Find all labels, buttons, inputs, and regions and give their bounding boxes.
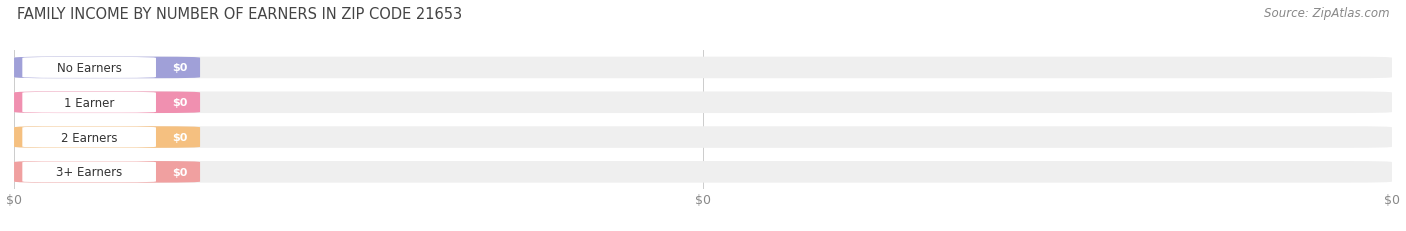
Text: 1 Earner: 1 Earner xyxy=(63,96,114,109)
FancyBboxPatch shape xyxy=(22,58,156,79)
FancyBboxPatch shape xyxy=(14,92,200,113)
Text: $0: $0 xyxy=(172,98,187,108)
FancyBboxPatch shape xyxy=(22,162,156,182)
FancyBboxPatch shape xyxy=(14,161,200,183)
FancyBboxPatch shape xyxy=(14,127,200,148)
FancyBboxPatch shape xyxy=(22,92,156,113)
Text: $0: $0 xyxy=(172,63,187,73)
FancyBboxPatch shape xyxy=(14,92,1392,113)
FancyBboxPatch shape xyxy=(22,127,156,148)
Text: FAMILY INCOME BY NUMBER OF EARNERS IN ZIP CODE 21653: FAMILY INCOME BY NUMBER OF EARNERS IN ZI… xyxy=(17,7,463,22)
Text: $0: $0 xyxy=(172,167,187,177)
FancyBboxPatch shape xyxy=(14,58,200,79)
FancyBboxPatch shape xyxy=(14,161,1392,183)
Text: $0: $0 xyxy=(172,132,187,143)
Text: 3+ Earners: 3+ Earners xyxy=(56,166,122,179)
FancyBboxPatch shape xyxy=(14,127,1392,148)
Text: No Earners: No Earners xyxy=(56,62,121,75)
FancyBboxPatch shape xyxy=(14,58,1392,79)
Text: 2 Earners: 2 Earners xyxy=(60,131,118,144)
Text: Source: ZipAtlas.com: Source: ZipAtlas.com xyxy=(1264,7,1389,20)
